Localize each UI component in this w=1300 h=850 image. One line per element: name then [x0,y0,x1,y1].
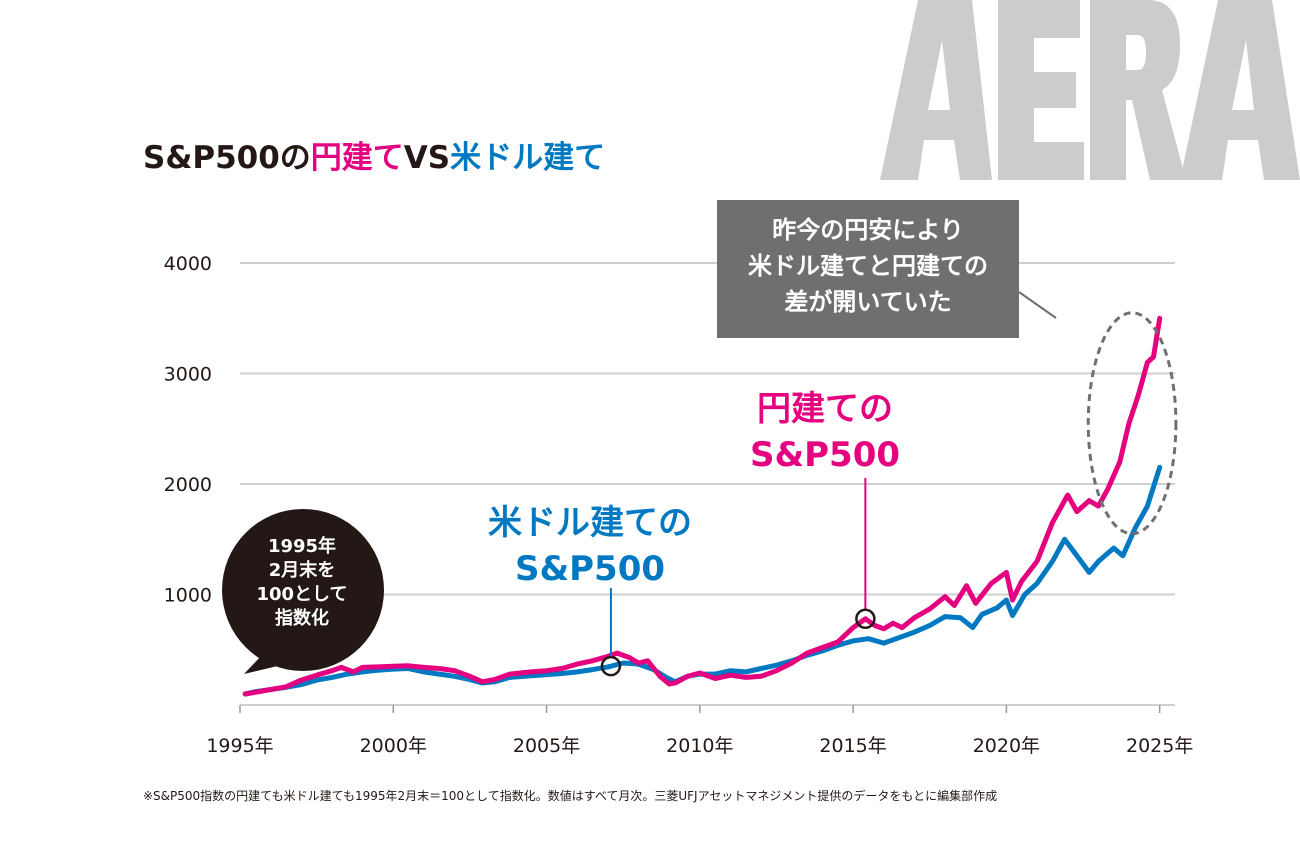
usd-series-label: 米ドル建ての S&P500 [470,500,710,592]
title-part1: S&P500の [143,140,311,176]
title-part3: VS [403,140,451,176]
callout-line: 差が開いていた [784,288,952,316]
bubble-line: 2月末を [268,560,336,581]
title-part4: 米ドル建て [450,140,606,176]
usd-label-line: S&P500 [514,549,666,589]
jpy-series-label: 円建ての S&P500 [715,386,935,478]
jpy-label-line: 円建ての [757,389,893,429]
bubble-line: 指数化 [275,608,329,629]
x-tick-label: 2015年 [819,735,886,757]
x-tick-label: 2000年 [360,735,427,757]
title-part2: 円建て [310,140,404,176]
x-tick-label: 2025年 [1126,735,1193,757]
x-tick-label: 1995年 [206,735,273,757]
usd-label-line: 米ドル建ての [488,503,692,543]
y-tick-label: 4000 [164,253,212,275]
speech-bubble [222,509,384,671]
x-tick-label: 2005年 [513,735,580,757]
highlight-ellipse [1086,311,1178,536]
y-tick-label: 2000 [164,474,212,496]
bubble-line: 1995年 [267,536,337,557]
chart-title: S&P500の円建てVS米ドル建て [143,132,605,177]
usd-series-line [242,464,1163,697]
y-tick-label: 1000 [164,585,212,607]
x-tick-label: 2010年 [666,735,733,757]
bubble-line: 100として [256,584,348,605]
speech-bubble-text: 1995年 2月末を 100として 指数化 [232,535,372,631]
usd-point-marker [600,655,622,677]
jpy-point-marker [855,608,876,630]
jpy-label-line: S&P500 [749,435,901,475]
x-tick-label: 2020年 [973,735,1040,757]
callout-line: 昨今の円安により [772,216,964,244]
speech-bubble-tail [244,655,286,674]
callout-connector [1018,291,1057,319]
callout-line: 米ドル建てと円建ての [748,252,988,280]
footnote: ※S&P500指数の円建ても米ドル建ても1995年2月末＝100として指数化。数… [143,789,998,803]
y-tick-label: 3000 [164,364,212,386]
callout-box: 昨今の円安により 米ドル建てと円建ての 差が開いていた [717,200,1019,338]
aera-logo [880,0,1300,180]
jpy-series-line [242,315,1163,697]
